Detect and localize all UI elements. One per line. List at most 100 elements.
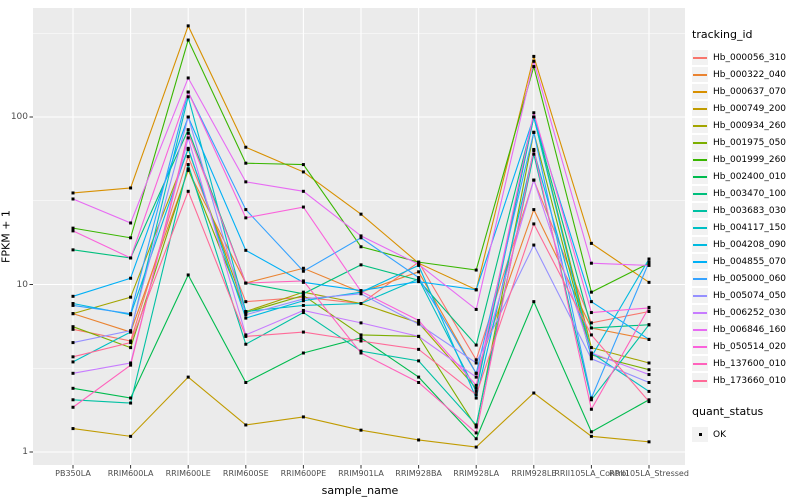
legend-item-Hb_000056_310: Hb_000056_310 [692, 49, 800, 66]
data-point [186, 131, 190, 135]
legend-item-Hb_173660_010: Hb_173660_010 [692, 372, 800, 389]
legend-item-quant-OK: OK [692, 426, 800, 443]
data-point [647, 373, 651, 377]
legend-key-swatch [692, 220, 708, 235]
legend-key-line [693, 243, 707, 246]
data-point [186, 95, 190, 99]
legend-key-swatch [692, 271, 708, 286]
data-point [186, 136, 190, 140]
legend-item-label: Hb_002400_010 [713, 171, 787, 182]
data-point [359, 349, 363, 353]
data-point [71, 325, 75, 329]
legend-key-swatch [692, 356, 708, 371]
legend-item-Hb_003683_030: Hb_003683_030 [692, 202, 800, 219]
data-point [129, 295, 133, 299]
legend-item-Hb_003470_100: Hb_003470_100 [692, 185, 800, 202]
legend-key-line [693, 209, 707, 212]
data-point [129, 329, 133, 333]
data-point [301, 292, 305, 296]
data-point [417, 318, 421, 322]
data-point [589, 290, 593, 294]
data-point [71, 355, 75, 359]
data-point [186, 90, 190, 94]
legend-item-Hb_005074_050: Hb_005074_050 [692, 287, 800, 304]
data-point [589, 311, 593, 315]
legend-key-line [693, 328, 707, 331]
data-point [359, 351, 363, 355]
x-tick-label: PB350LA [55, 469, 91, 478]
legend-key-line [693, 107, 707, 110]
data-point [301, 415, 305, 419]
x-tick-label: RRIM600LE [165, 469, 211, 478]
legend-key-swatch [692, 305, 708, 320]
data-point [474, 423, 478, 427]
data-point [474, 307, 478, 311]
data-point [71, 341, 75, 345]
legend-key-swatch [692, 254, 708, 269]
data-point [589, 396, 593, 400]
data-point [186, 375, 190, 379]
x-tick-label: RRIM901LA [338, 469, 384, 478]
data-point [589, 321, 593, 325]
legend-item-Hb_005000_060: Hb_005000_060 [692, 270, 800, 287]
data-point [244, 342, 248, 346]
data-point [129, 312, 133, 316]
data-point [647, 361, 651, 365]
data-point [532, 300, 536, 304]
data-point [647, 440, 651, 444]
data-point [186, 115, 190, 119]
data-point [71, 312, 75, 316]
data-point [244, 248, 248, 252]
data-point [129, 401, 133, 405]
data-point [417, 347, 421, 351]
legend-key-swatch [692, 101, 708, 116]
y-tick-label: 1 [22, 447, 28, 457]
data-point [647, 337, 651, 341]
data-point [589, 434, 593, 438]
legend-item-Hb_004117_150: Hb_004117_150 [692, 219, 800, 236]
legend-key-swatch [692, 237, 708, 252]
data-point [474, 386, 478, 390]
x-tick-label: RRIM928BA [395, 469, 442, 478]
data-point [647, 260, 651, 264]
data-point [359, 336, 363, 340]
data-point [647, 309, 651, 313]
data-point [359, 212, 363, 216]
legend-item-label: Hb_137600_010 [713, 358, 787, 369]
legend-key-line [693, 175, 707, 178]
data-point [244, 281, 248, 285]
data-point [129, 186, 133, 190]
data-point [301, 297, 305, 301]
data-point [301, 311, 305, 315]
legend-key-swatch [692, 322, 708, 337]
legend-key-swatch [692, 152, 708, 167]
data-point [417, 380, 421, 384]
data-point [532, 54, 536, 58]
legend-key-swatch [692, 118, 708, 133]
data-point [244, 423, 248, 427]
data-point [589, 430, 593, 434]
data-point [244, 180, 248, 184]
data-point [647, 263, 651, 267]
data-point [589, 355, 593, 359]
data-point [474, 389, 478, 393]
data-point [71, 191, 75, 195]
legend-key-point [698, 433, 702, 436]
data-point [417, 276, 421, 280]
data-point [186, 167, 190, 171]
data-point [417, 334, 421, 338]
data-point [301, 205, 305, 209]
x-tick-label: RRIM600PE [280, 469, 327, 478]
legend-item-label: Hb_000934_260 [713, 120, 787, 131]
data-point [71, 371, 75, 375]
data-point [417, 260, 421, 264]
data-point [474, 268, 478, 272]
data-point [589, 326, 593, 330]
data-point [359, 339, 363, 343]
data-point [71, 294, 75, 298]
x-tick-label: RRIM600LA [107, 469, 154, 478]
data-point [359, 302, 363, 306]
legend-item-Hb_000749_200: Hb_000749_200 [692, 100, 800, 117]
data-point [589, 333, 593, 337]
